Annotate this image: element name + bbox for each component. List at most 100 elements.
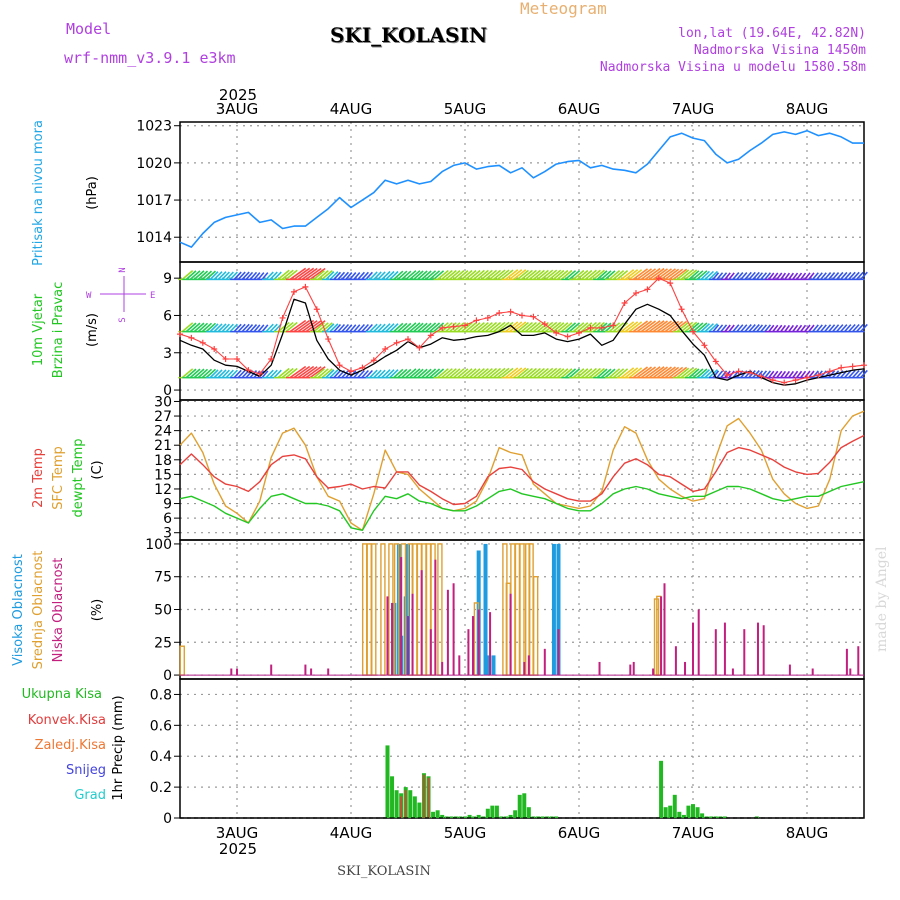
- wind-barb: [700, 323, 711, 333]
- year-label-bottom: 2025: [219, 840, 257, 858]
- wind-barb: [209, 369, 219, 379]
- wind-gust-marker: [655, 275, 662, 282]
- svg-text:dewpt Temp: dewpt Temp: [71, 438, 86, 517]
- temp-side-labels: 2m Temp SFC Temp dewpt Temp (C): [31, 438, 105, 517]
- wind-barb: [433, 368, 445, 379]
- low-cloud-bar: [845, 648, 848, 676]
- wind-gust-marker: [222, 355, 229, 362]
- wind-barb: [580, 368, 593, 379]
- wind-barb: [453, 269, 465, 281]
- wind-gust-marker: [587, 324, 594, 331]
- wind-barb: [728, 324, 735, 333]
- wind-barb: [504, 367, 519, 379]
- cloud-unit: (%): [90, 599, 105, 622]
- wind-barb: [473, 269, 485, 281]
- y-tick-label: 0.8: [150, 687, 172, 703]
- total-precip-bar: [695, 807, 700, 818]
- wind-barb: [840, 271, 848, 280]
- wind-gust-marker: [177, 331, 183, 338]
- wind-barb: [329, 271, 339, 280]
- low-cloud-bar: [400, 557, 403, 676]
- low-cloud-bar: [310, 668, 313, 676]
- wind-barb: [780, 272, 787, 280]
- wind-barb: [329, 369, 339, 379]
- low-cloud-bar: [420, 570, 423, 676]
- wind-barb: [269, 323, 278, 333]
- y-tick-label: 0.6: [150, 718, 172, 734]
- wind-barb: [612, 269, 625, 281]
- wind-barb: [752, 271, 760, 280]
- wind-barb: [644, 320, 661, 333]
- wind-barb: [588, 269, 601, 281]
- wind-barb: [241, 271, 250, 280]
- wind-barb: [576, 269, 589, 281]
- wind-barb: [333, 271, 342, 280]
- model-elevation-text: Nadmorska Visina u modelu 1580.58m: [600, 60, 866, 75]
- wind-barb: [365, 271, 373, 280]
- wind-barb: [528, 367, 541, 379]
- wind-barb: [636, 320, 653, 333]
- wind-barb: [385, 323, 395, 333]
- wind-barb: [281, 367, 294, 379]
- precip-unit: 1hr Precip (mm): [111, 695, 126, 800]
- wind-barb: [401, 270, 412, 280]
- wind-barb: [544, 269, 558, 281]
- wind-barb: [385, 270, 395, 280]
- wind-barb: [776, 324, 783, 333]
- wind-barb: [457, 269, 469, 281]
- wind-barb: [692, 322, 704, 333]
- wind-barb: [357, 323, 365, 333]
- mid-cloud-bar: [380, 543, 386, 676]
- wind-barb: [512, 269, 527, 281]
- wind-barb: [859, 271, 868, 280]
- low-cloud-bar: [731, 668, 734, 676]
- y-tick-label: 6: [163, 308, 172, 324]
- mid-cloud-bar: [179, 645, 185, 676]
- wind-barb: [209, 271, 219, 280]
- low-cloud-bar: [663, 583, 666, 676]
- wind-barb: [265, 323, 274, 333]
- wind-barb: [672, 366, 688, 379]
- wind-barb: [425, 270, 437, 281]
- wind-barb: [820, 324, 827, 333]
- wind-barb: [580, 269, 593, 281]
- wind-barb: [832, 272, 840, 280]
- wind-barb: [508, 269, 523, 281]
- total-precip-bar: [394, 790, 399, 818]
- low-cloud-bar: [629, 664, 632, 676]
- wind-barb: [485, 321, 498, 333]
- svg-text:Niska Oblacnost: Niska Oblacnost: [51, 558, 66, 663]
- wind-gust-marker: [245, 367, 252, 374]
- wind-barb: [205, 270, 217, 281]
- wind-barb: [201, 322, 213, 333]
- wind-barb: [461, 368, 473, 379]
- wind-barb: [373, 369, 382, 379]
- wind-barb: [852, 271, 860, 280]
- wind-barb: [724, 272, 731, 280]
- wind-barb: [656, 366, 672, 379]
- low-cloud-bar: [527, 655, 530, 676]
- wind-barb: [832, 324, 840, 333]
- wind-barb: [361, 369, 369, 379]
- total-precip-bar: [704, 816, 709, 818]
- wind-barb: [788, 324, 795, 333]
- low-cloud-bar: [489, 612, 492, 676]
- wind-gust-marker: [313, 306, 320, 313]
- wind-barb: [572, 368, 585, 379]
- wind-barb: [241, 323, 250, 333]
- mid-cloud-bar: [361, 543, 368, 676]
- y-tick-label: 1014: [136, 230, 172, 246]
- wind-gust-marker: [621, 300, 628, 307]
- wind-barb: [560, 322, 573, 333]
- wind-barb: [333, 369, 342, 379]
- y-tick-label: 21: [154, 438, 172, 454]
- wind-barb: [409, 270, 421, 281]
- wind-barb: [317, 269, 329, 281]
- wind-barb: [193, 322, 205, 333]
- wind-barb: [700, 369, 711, 379]
- wind-barb: [852, 369, 860, 379]
- wind-gust-marker: [211, 346, 218, 353]
- total-precip-bar: [467, 814, 472, 818]
- wind-gust-marker: [427, 332, 434, 339]
- wind-barb: [373, 271, 382, 280]
